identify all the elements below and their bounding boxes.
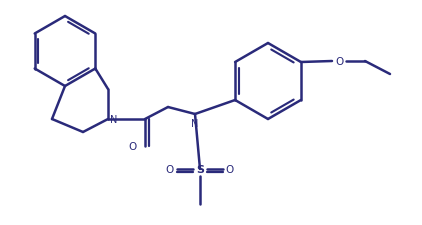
Text: N: N xyxy=(191,119,199,128)
Text: O: O xyxy=(336,57,344,67)
Text: N: N xyxy=(110,115,117,124)
Text: O: O xyxy=(226,164,234,174)
Text: S: S xyxy=(196,164,204,174)
Text: O: O xyxy=(166,164,174,174)
Text: O: O xyxy=(129,141,137,151)
